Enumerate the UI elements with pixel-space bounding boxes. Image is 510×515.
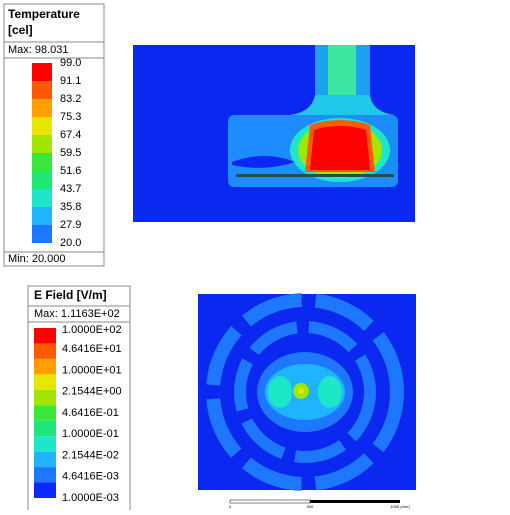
scale-label: 1000 (mm)	[390, 504, 410, 509]
legend-label: 83.2	[60, 93, 81, 105]
legend-label: 2.1544E+00	[62, 386, 122, 398]
legend-label: 35.8	[60, 201, 81, 213]
legend-max: Max: 1.1163E+02	[34, 308, 120, 320]
scale-label: 0	[229, 504, 232, 509]
swatch	[32, 117, 52, 135]
legend-label: 1.0000E-01	[62, 428, 119, 440]
legend-label: 67.4	[60, 129, 81, 141]
swatch	[32, 81, 52, 99]
swatch	[34, 451, 56, 468]
efield-colorbar: 1.0000E+02 4.6416E+01 1.0000E+01 2.1544E+00…	[34, 324, 122, 504]
legend-title: Temperature	[8, 7, 80, 21]
legend-label: 27.9	[60, 219, 81, 231]
swatch	[32, 189, 52, 207]
swatch	[32, 153, 52, 171]
swatch	[32, 135, 52, 153]
legend-label: 1.0000E+02	[62, 324, 122, 336]
swatch	[34, 328, 56, 344]
legend-label: 4.6416E-01	[62, 407, 119, 419]
legend-label: 51.6	[60, 165, 81, 177]
legend-label: 99.0	[60, 57, 81, 69]
legend-title: E Field [V/m]	[34, 288, 107, 302]
swatch	[32, 171, 52, 189]
legend-label: 1.0000E-03	[62, 492, 119, 504]
legend-label: 75.3	[60, 111, 81, 123]
swatch	[34, 389, 56, 406]
legend-label: 59.5	[60, 147, 81, 159]
scale-label: 500	[307, 504, 314, 509]
legend-label: 1.0000E+01	[62, 364, 122, 376]
swatch	[34, 358, 56, 375]
swatch	[34, 405, 56, 421]
swatch	[34, 374, 56, 390]
legend-label: 4.6416E-03	[62, 471, 119, 483]
swatch	[32, 63, 52, 81]
swatch	[34, 436, 56, 452]
swatch	[32, 207, 52, 225]
swatch	[34, 482, 56, 498]
temperature-colorbar: 99.0 91.1 83.2 75.3 67.4 59.5 51.6 43.7 35.8 27.9…	[32, 57, 81, 249]
legend-label: 20.0	[60, 237, 81, 249]
legend-label: 2.1544E-02	[62, 449, 119, 461]
swatch	[34, 467, 56, 483]
legend-label: 4.6416E+01	[62, 343, 122, 355]
legend-title: [cel]	[8, 23, 33, 37]
swatch	[32, 99, 52, 117]
scale-bar: 0 500 1000 (mm)	[229, 499, 410, 509]
swatch	[34, 343, 56, 359]
legend-min: Min: 20.000	[8, 253, 65, 265]
legend-label: 43.7	[60, 183, 81, 195]
swatch	[34, 420, 56, 437]
temperature-plot	[133, 45, 415, 222]
efield-plot	[198, 293, 416, 491]
legend-frame	[3, 3, 105, 267]
legend-max: Max: 98.031	[8, 44, 69, 56]
swatch	[32, 225, 52, 243]
legend-label: 91.1	[60, 75, 81, 87]
